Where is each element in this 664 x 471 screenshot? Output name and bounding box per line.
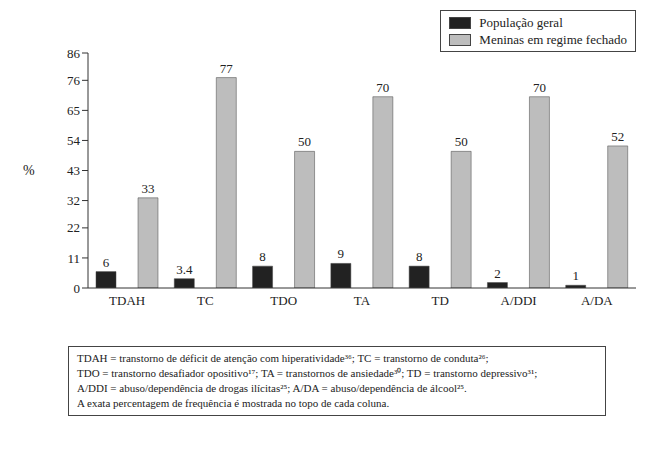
svg-text:TDAH: TDAH <box>109 293 145 308</box>
svg-text:32: 32 <box>67 193 80 208</box>
svg-text:50: 50 <box>298 134 311 149</box>
svg-text:%: % <box>23 163 35 178</box>
html-text:TDO = transtorno desafiador op: TDO = transtorno desafiador opositivo¹⁷;… <box>77 367 538 379</box>
html-text:A/DDI = abuso/dependência de d: A/DDI = abuso/dependência de drogas ilíc… <box>77 382 467 394</box>
svg-text:2: 2 <box>494 266 501 281</box>
svg-text:1: 1 <box>572 268 579 283</box>
svg-text:6: 6 <box>103 255 110 270</box>
svg-text:11: 11 <box>67 251 80 266</box>
svg-text:3.4: 3.4 <box>176 262 193 277</box>
svg-text:76: 76 <box>67 73 81 88</box>
svg-text:86: 86 <box>67 46 81 61</box>
svg-text:TDO: TDO <box>270 293 297 308</box>
svg-text:A/DA: A/DA <box>581 293 613 308</box>
svg-text:43: 43 <box>67 163 80 178</box>
svg-text:A/DDI: A/DDI <box>501 293 537 308</box>
svg-text:22: 22 <box>67 220 80 235</box>
svg-text:33: 33 <box>142 181 155 196</box>
svg-text:70: 70 <box>533 80 546 95</box>
svg-text:77: 77 <box>220 61 234 76</box>
svg-text:TA: TA <box>354 293 371 308</box>
svg-text:9: 9 <box>338 246 345 261</box>
svg-text:8: 8 <box>416 249 423 264</box>
svg-text:TC: TC <box>197 293 214 308</box>
html-text:A exata percentagem de frequên: A exata percentagem de frequência é most… <box>77 397 390 409</box>
svg-text:52: 52 <box>611 129 624 144</box>
svg-text:TD: TD <box>432 293 449 308</box>
svg-text:70: 70 <box>376 80 389 95</box>
svg-text:54: 54 <box>67 133 81 148</box>
svg-text:65: 65 <box>67 103 80 118</box>
svg-text:50: 50 <box>455 134 468 149</box>
html-text:População geral: População geral <box>479 14 563 30</box>
html-text:Meninas em regime fechado: Meninas em regime fechado <box>479 31 627 47</box>
svg-text:8: 8 <box>259 249 266 264</box>
html-text:TDAH = transtorno de déficit d: TDAH = transtorno de déficit de atenção … <box>77 352 489 364</box>
svg-text:0: 0 <box>74 281 81 296</box>
